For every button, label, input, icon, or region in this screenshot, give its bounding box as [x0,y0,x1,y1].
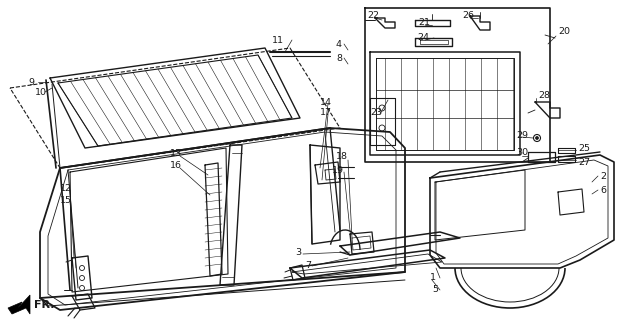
Circle shape [535,137,539,140]
Text: 23: 23 [370,108,382,116]
Text: 6: 6 [600,186,606,195]
Text: 4: 4 [336,39,342,49]
Text: 26: 26 [462,11,474,20]
Text: 29: 29 [516,131,528,140]
Text: 1: 1 [430,273,436,282]
Text: 15: 15 [60,196,72,204]
Text: 3: 3 [295,247,301,257]
Text: 13: 13 [170,148,182,157]
Text: 17: 17 [320,108,332,116]
Text: 16: 16 [170,161,182,170]
Text: 12: 12 [60,183,72,193]
Polygon shape [8,295,30,314]
Text: 28: 28 [538,91,550,100]
Text: 20: 20 [558,27,570,36]
Text: 14: 14 [320,98,332,107]
Text: 8: 8 [336,53,342,62]
Text: 24: 24 [417,33,429,42]
Text: 27: 27 [578,157,590,166]
Text: FR.: FR. [34,300,54,310]
Text: 25: 25 [578,143,590,153]
Text: 22: 22 [367,11,379,20]
Text: 30: 30 [516,148,528,156]
Text: 21: 21 [418,18,430,27]
Text: 18: 18 [336,151,348,161]
Text: 5: 5 [432,285,438,294]
Text: 10: 10 [35,87,47,97]
Text: 9: 9 [28,77,34,86]
Text: 2: 2 [600,172,606,180]
Text: 7: 7 [305,260,311,269]
Text: 19: 19 [332,165,344,174]
Text: 11: 11 [272,36,284,44]
